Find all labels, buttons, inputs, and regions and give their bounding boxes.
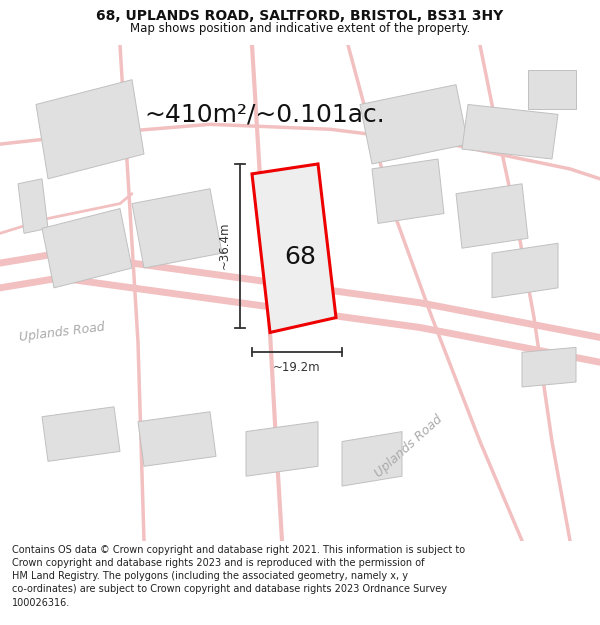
Polygon shape <box>528 70 576 109</box>
Text: ~36.4m: ~36.4m <box>218 222 231 269</box>
Polygon shape <box>36 80 144 179</box>
Polygon shape <box>42 407 120 461</box>
Text: Map shows position and indicative extent of the property.: Map shows position and indicative extent… <box>130 22 470 35</box>
Polygon shape <box>456 184 528 248</box>
Polygon shape <box>360 84 468 164</box>
Text: Uplands Road: Uplands Road <box>372 412 445 480</box>
Polygon shape <box>132 189 222 268</box>
Polygon shape <box>18 179 48 233</box>
Polygon shape <box>522 348 576 387</box>
Text: ~19.2m: ~19.2m <box>273 361 321 374</box>
Polygon shape <box>246 422 318 476</box>
Polygon shape <box>42 209 132 288</box>
Polygon shape <box>342 432 402 486</box>
Polygon shape <box>138 412 216 466</box>
Polygon shape <box>492 243 558 298</box>
Text: 68: 68 <box>284 245 316 269</box>
Text: Uplands Road: Uplands Road <box>18 321 105 344</box>
Text: 68, UPLANDS ROAD, SALTFORD, BRISTOL, BS31 3HY: 68, UPLANDS ROAD, SALTFORD, BRISTOL, BS3… <box>97 9 503 23</box>
Text: Contains OS data © Crown copyright and database right 2021. This information is : Contains OS data © Crown copyright and d… <box>12 545 465 608</box>
Polygon shape <box>252 164 336 332</box>
Polygon shape <box>372 159 444 223</box>
Text: ~410m²/~0.101ac.: ~410m²/~0.101ac. <box>144 102 385 126</box>
Polygon shape <box>462 104 558 159</box>
